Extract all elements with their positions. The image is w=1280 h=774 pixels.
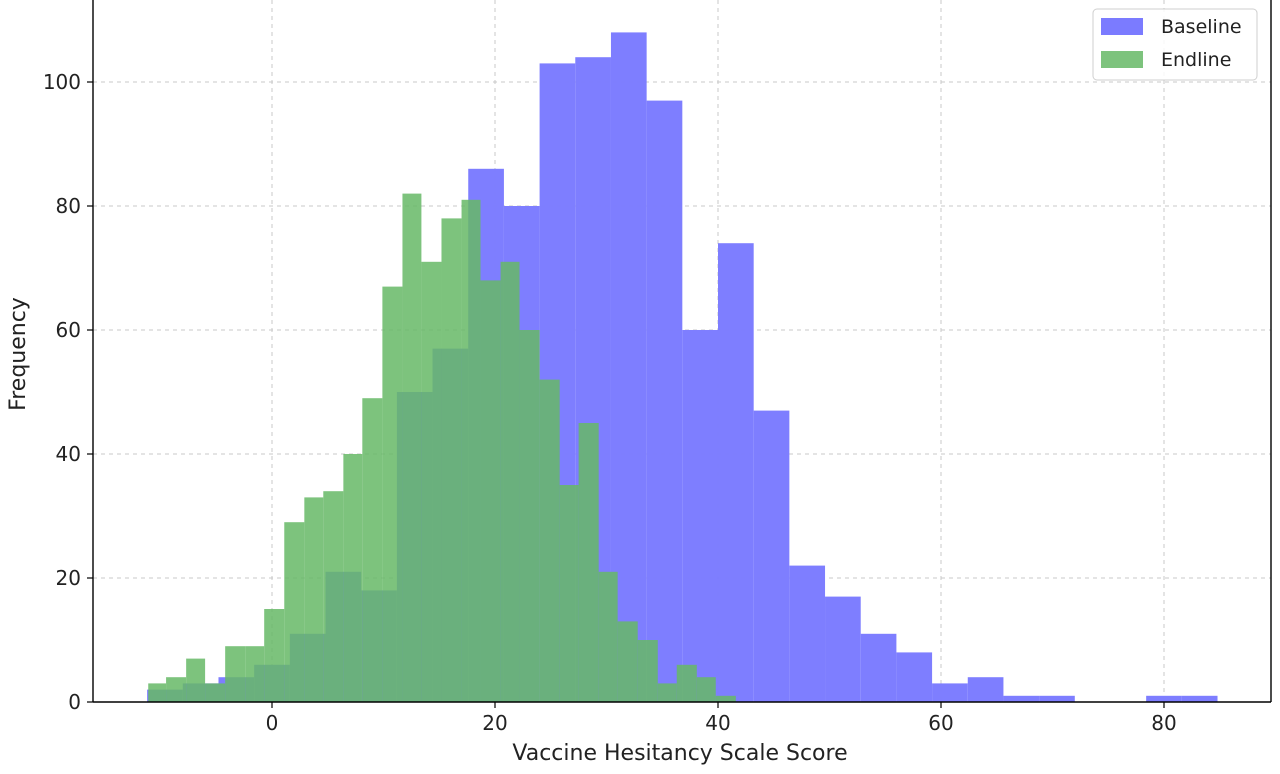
bar-baseline [753, 410, 790, 702]
y-tick-label: 60 [56, 318, 81, 342]
bar-baseline [1003, 695, 1040, 702]
x-tick-label: 20 [482, 711, 507, 735]
bar-baseline [860, 633, 897, 702]
bar-endline [441, 218, 462, 702]
bar-baseline [682, 330, 718, 702]
bar-baseline [718, 243, 754, 702]
bar-endline [245, 646, 265, 702]
bar-baseline [932, 683, 968, 702]
bar-endline [657, 683, 677, 702]
legend-swatch-baseline [1101, 18, 1143, 35]
bar-endline [421, 261, 442, 702]
bar-endline [696, 677, 716, 702]
y-axis-title: Frequency [6, 297, 31, 411]
y-tick-label: 20 [56, 566, 81, 590]
bar-endline [598, 571, 618, 702]
x-axis-title: Vaccine Hesitancy Scale Score [512, 741, 847, 766]
bar-endline [461, 199, 481, 703]
bar-baseline [896, 652, 933, 702]
bar-endline [343, 454, 363, 702]
y-tick-label: 100 [43, 70, 81, 94]
x-tick-label: 40 [705, 711, 730, 735]
legend-label-baseline: Baseline [1161, 16, 1242, 38]
bar-endline [519, 330, 540, 702]
bar-endline [402, 193, 422, 702]
bar-endline [578, 423, 599, 702]
bar-endline [480, 280, 501, 702]
legend: Baseline Endline [1092, 8, 1258, 81]
bar-endline [362, 398, 383, 702]
bar-endline [186, 658, 206, 702]
bar-endline [637, 640, 658, 702]
series-endline [148, 193, 736, 703]
bar-baseline [967, 677, 1004, 702]
y-tick-label: 40 [56, 442, 81, 466]
bar-endline [225, 646, 246, 702]
y-tick-label: 0 [68, 690, 81, 714]
bar-endline [559, 485, 579, 702]
bar-baseline [1146, 695, 1182, 702]
tick-labels: 0 20 40 60 80 0 20 40 60 80 100 [43, 70, 1177, 735]
histogram-bars [147, 32, 1218, 703]
bar-baseline [789, 565, 826, 702]
axes [92, 0, 1272, 703]
x-tick-label: 0 [266, 711, 279, 735]
bar-endline [284, 522, 305, 702]
bar-endline [715, 695, 736, 702]
bar-endline [205, 683, 226, 702]
bar-baseline [1039, 695, 1075, 702]
bar-endline [323, 491, 344, 702]
bar-endline [500, 261, 520, 702]
bar-endline [676, 664, 697, 702]
bar-endline [264, 609, 285, 702]
legend-label-endline: Endline [1161, 49, 1231, 71]
bar-endline [617, 621, 638, 702]
y-tick-label: 80 [56, 194, 81, 218]
bar-baseline [646, 100, 683, 703]
bar-endline [148, 683, 167, 702]
bar-endline [382, 286, 403, 702]
legend-swatch-endline [1101, 51, 1143, 68]
bar-endline [539, 379, 560, 702]
bar-endline [166, 677, 187, 702]
x-tick-label: 60 [928, 711, 953, 735]
bar-baseline [825, 596, 861, 702]
bar-baseline [1181, 695, 1218, 702]
x-tick-label: 80 [1151, 711, 1176, 735]
bar-endline [304, 497, 324, 702]
